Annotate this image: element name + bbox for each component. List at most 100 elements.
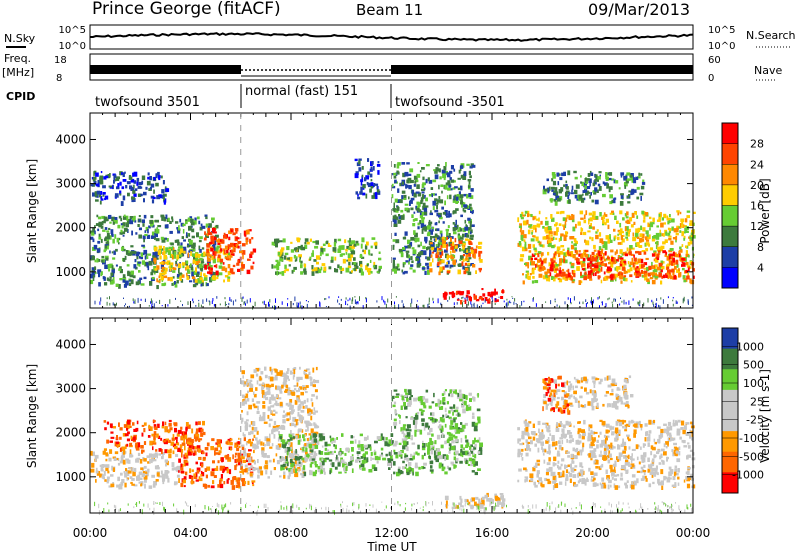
heatmap-cell [103,219,106,224]
heatmap-cell [173,422,178,425]
heatmap-cell [370,245,373,249]
heatmap-cell [617,236,620,241]
heatmap-cell [614,180,619,184]
heatmap-cell [247,467,251,472]
heatmap-cell [174,281,176,286]
heatmap-cell [608,261,611,265]
heatmap-cell [470,234,474,238]
cpid-segment-3: twofsound -3501 [395,95,505,110]
heatmap-cell [351,468,354,473]
heatmap-cell [328,459,333,462]
heatmap-cell [303,270,307,275]
heatmap-cell [425,262,429,266]
heatmap-cell [182,229,185,234]
heatmap-cell [172,266,175,271]
heatmap-cell [427,432,431,436]
heatmap-cell [444,184,448,190]
heatmap-cell [369,259,372,263]
heatmap-cell [290,469,294,474]
heatmap-cell [570,236,575,240]
heatmap-cell [290,249,295,253]
heatmap-cell [550,186,555,190]
heatmap-cell [415,237,420,242]
heatmap-cell [539,264,542,270]
heatmap-cell [400,427,403,432]
heatmap-cell [277,437,280,442]
heatmap-cell [153,257,157,262]
heatmap-cell [334,450,336,453]
heatmap-cell [113,270,115,274]
heatmap-cell [556,227,559,232]
heatmap-cell [439,248,443,252]
heatmap-cell [686,275,690,280]
heatmap-cell [310,423,313,426]
heatmap-cell [345,248,348,252]
heatmap-cell [183,250,186,254]
heatmap-cell [636,236,640,239]
heatmap-cell [228,302,230,306]
heatmap-cell [408,173,412,176]
heatmap-cell [121,231,126,235]
heatmap-cell [562,224,566,227]
heatmap-cell [538,273,543,278]
heatmap-cell [535,218,540,221]
heatmap-cell [662,250,666,254]
heatmap-cell [304,244,308,249]
heatmap-cell [451,445,455,451]
heatmap-cell [411,468,414,473]
heatmap-cell [145,226,149,232]
heatmap-cell [674,266,677,270]
heatmap-cell [254,446,257,450]
heatmap-cell [167,439,171,443]
heatmap-cell [171,255,174,260]
heatmap-cell [672,299,674,302]
heatmap-cell [245,229,248,235]
heatmap-cell [453,168,456,172]
heatmap-cell [442,396,446,402]
heatmap-cell [636,266,639,269]
heatmap-cell [467,406,472,411]
heatmap-cell [365,297,367,303]
heatmap-cell [201,281,204,287]
heatmap-cell [217,238,220,243]
heatmap-cell [572,214,575,220]
heatmap-cell [312,455,317,461]
heatmap-cell [475,299,480,302]
heatmap-cell [233,476,237,480]
heatmap-cell [588,178,592,184]
heatmap-cell [279,456,282,459]
heatmap-cell [479,447,483,452]
y-tick-label: 3000 [55,177,86,191]
heatmap-cell [214,450,216,456]
heatmap-cell [449,425,453,430]
heatmap-cell [651,261,653,267]
heatmap-cell [244,231,247,235]
heatmap-cell [209,246,214,249]
heatmap-cell [588,219,590,225]
heatmap-cell [123,214,126,218]
heatmap-cell [92,227,95,231]
heatmap-cell [398,420,401,425]
heatmap-cell [322,467,326,473]
heatmap-cell [320,266,323,271]
heatmap-cell [134,259,137,263]
heatmap-cell [347,265,352,269]
heatmap-cell [279,370,283,375]
heatmap-cell [229,442,233,446]
heatmap-cell [411,260,414,263]
heatmap-cell [419,209,422,213]
heatmap-cell [224,245,229,250]
heatmap-cell [668,237,672,241]
heatmap-cell [183,463,187,467]
heatmap-cell [561,172,565,177]
heatmap-cell [102,476,105,480]
heatmap-cell [95,467,98,472]
heatmap-cell [156,265,160,270]
heatmap-cell [248,457,252,461]
heatmap-cell [457,177,461,180]
heatmap-cell [444,389,447,392]
heatmap-cell [152,420,156,423]
heatmap-cell [91,177,94,180]
heatmap-cell [342,462,345,468]
